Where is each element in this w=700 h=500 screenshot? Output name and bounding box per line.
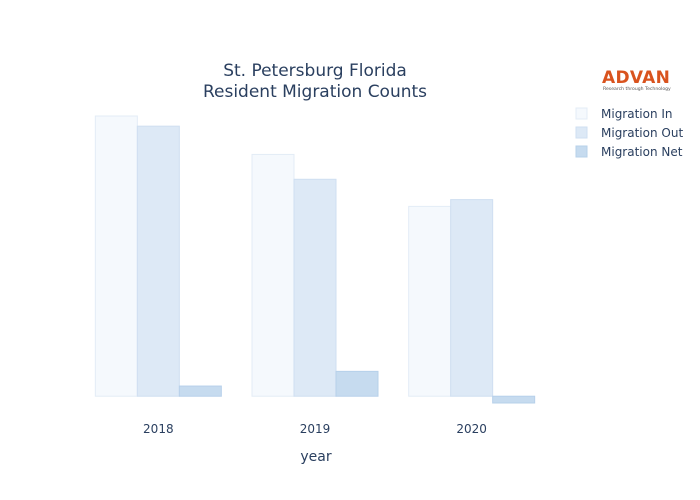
bar-migration-net-2019 <box>335 370 379 397</box>
x-axis-title: year <box>300 449 331 465</box>
bar-migration-out-2019 <box>293 178 337 397</box>
logo-tagline: Research through Technology <box>603 86 671 92</box>
x-tick-label-2020: 2020 <box>456 422 487 436</box>
legend-swatch-migration-out[interactable] <box>575 126 588 139</box>
legend-swatch-migration-in[interactable] <box>575 107 588 120</box>
legend: Migration In Migration Out Migration Net <box>575 107 683 159</box>
plot-area <box>94 115 536 404</box>
x-tick-label-2019: 2019 <box>300 422 331 436</box>
bar-migration-in-2018 <box>94 115 138 397</box>
bar-migration-net-2020 <box>492 395 536 404</box>
x-axis-ticks: 2018 2019 2020 <box>143 422 487 436</box>
chart-title-line-1: St. Petersburg Florida <box>223 61 407 81</box>
bar-migration-out-2018 <box>136 125 180 397</box>
bar-migration-out-2020 <box>450 199 494 397</box>
legend-label-migration-out[interactable]: Migration Out <box>601 126 683 140</box>
legend-label-migration-net[interactable]: Migration Net <box>601 145 683 159</box>
bar-migration-in-2020 <box>408 205 452 397</box>
x-tick-label-2018: 2018 <box>143 422 174 436</box>
legend-swatch-migration-net[interactable] <box>575 145 588 158</box>
chart-title-line-2: Resident Migration Counts <box>203 82 427 102</box>
advan-logo: ADVAN Research through Technology <box>602 68 671 92</box>
bar-migration-in-2019 <box>251 153 295 397</box>
legend-label-migration-in[interactable]: Migration In <box>601 107 673 121</box>
bar-migration-net-2018 <box>178 385 222 397</box>
logo-wordmark: ADVAN <box>602 68 670 88</box>
